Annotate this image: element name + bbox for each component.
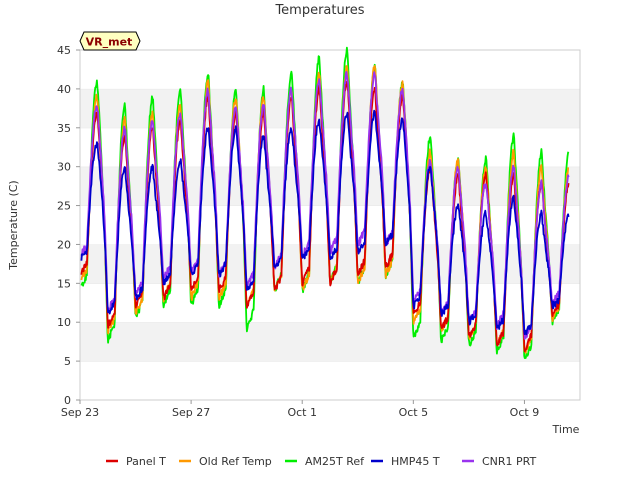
- grid-bands: [80, 49, 580, 400]
- badge-label: VR_met: [86, 36, 133, 49]
- x-tick-label: Oct 1: [287, 406, 317, 419]
- x-tick-label: Oct 9: [510, 406, 540, 419]
- y-tick-label: 25: [57, 200, 71, 213]
- legend-label: CNR1 PRT: [482, 455, 537, 468]
- y-tick-label: 15: [57, 277, 71, 290]
- grid-band: [80, 127, 580, 167]
- x-tick-label: Sep 23: [61, 406, 99, 419]
- y-tick-label: 10: [57, 316, 71, 329]
- y-tick-label: 45: [57, 44, 71, 57]
- y-tick-label: 20: [57, 238, 71, 251]
- y-tick-label: 5: [64, 355, 71, 368]
- legend: Panel T Old Ref Temp AM25T Ref HMP45 T CNR1 …: [106, 455, 537, 468]
- station-badge: VR_met: [79, 31, 141, 51]
- y-tick-label: 0: [64, 394, 71, 407]
- plot-frame: [79, 49, 581, 401]
- x-axis-title: Time: [552, 423, 580, 436]
- badge-shape: [79, 31, 141, 51]
- legend-label: Old Ref Temp: [199, 455, 272, 468]
- x-tick-label: Sep 27: [172, 406, 210, 419]
- grid-band: [80, 166, 580, 206]
- y-tick-label: 35: [57, 122, 71, 135]
- grid-band: [80, 50, 580, 89]
- legend-label: HMP45 T: [391, 455, 440, 468]
- y-tick-label: 40: [57, 83, 71, 96]
- legend-label: Panel T: [126, 455, 166, 468]
- grid-band: [80, 88, 580, 128]
- series-line: [80, 109, 570, 336]
- y-axis: 0 5 10 15 20 25 30 35 40 45: [57, 44, 80, 407]
- x-axis: Sep 23 Sep 27 Oct 1 Oct 5 Oct 9: [61, 400, 539, 419]
- grid-band: [80, 322, 580, 362]
- x-tick-label: Oct 5: [399, 406, 429, 419]
- series-layer: [80, 46, 570, 359]
- chart-title: Temperatures: [274, 3, 364, 18]
- y-tick-label: 30: [57, 161, 71, 174]
- grid-band: [80, 361, 580, 400]
- legend-label: AM25T Ref: [305, 455, 365, 468]
- y-axis-title: Temperature (C): [7, 180, 20, 270]
